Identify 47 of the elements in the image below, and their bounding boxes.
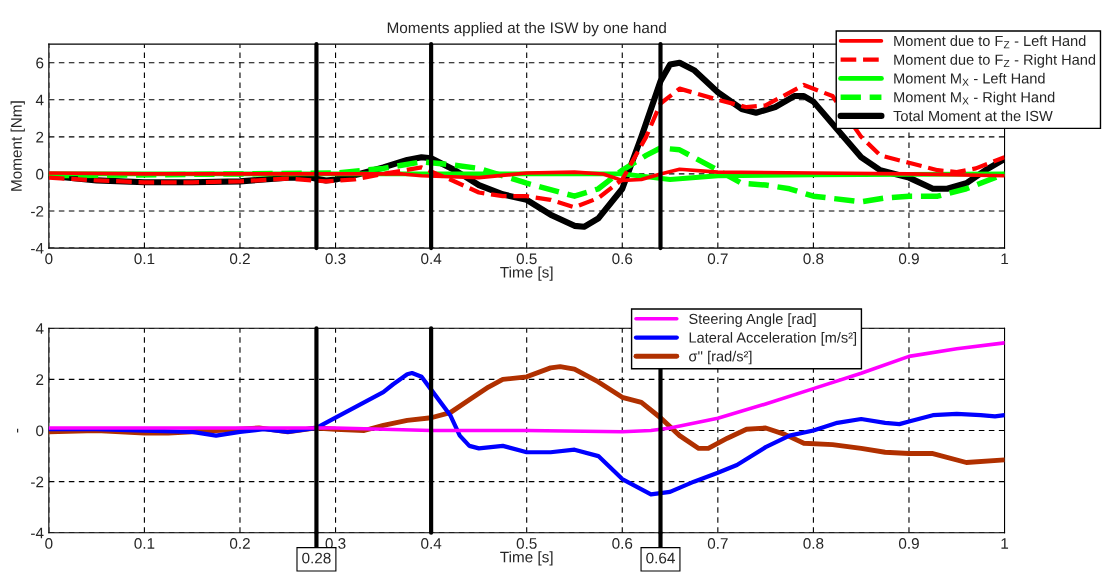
x-axis-title: Time [s] [500, 266, 553, 281]
legend-label: Moment due to F$_{Z}$ - Right Hand [894, 54, 1096, 68]
x-tick-label: 1 [1001, 538, 1009, 549]
y-axis-title: - [17, 428, 19, 433]
x-tick-label: 0.4 [421, 253, 442, 265]
x-tick-label: 0.8 [803, 253, 824, 265]
x-tick-label: 0.8 [803, 538, 824, 549]
x-tick-label: 0.5 [516, 253, 537, 265]
legend-label: σ'' [rad/s²] [689, 350, 752, 365]
y-tick-label: -4 [31, 527, 44, 539]
y-axis-title: Moment [Nm] [10, 101, 25, 191]
chart-title: Moments applied at the ISW by one hand [387, 21, 666, 37]
x-tick-label: 0 [45, 253, 53, 265]
y-tick-label: 6 [36, 57, 44, 69]
legend-label: Lateral Acceleration [m/s²] [689, 332, 857, 346]
y-tick-label: 0 [36, 425, 44, 437]
y-tick-label: 0 [36, 168, 44, 180]
x-tick-label: 0.9 [898, 538, 919, 549]
y-tick-label: 2 [36, 374, 44, 385]
x-tick-label: 0.7 [707, 538, 728, 549]
legend-label: Moment M$_{X}$ - Right Hand [894, 91, 1055, 106]
y-tick-label: -4 [31, 243, 44, 254]
x-axis-title: Time [s] [500, 551, 553, 566]
legend-label: Steering Angle [rad] [689, 313, 816, 327]
legend-label: Total Moment at the ISW [893, 110, 1053, 122]
y-tick-label: 4 [35, 323, 44, 334]
ref-line-label: 0.64 [646, 552, 675, 564]
x-tick-label: 0.4 [421, 538, 442, 549]
y-tick-label: -2 [31, 205, 44, 217]
ref-line-label: 0.28 [302, 552, 331, 564]
legend-label: Moment M$_{X}$ - Left Hand [894, 72, 1045, 86]
y-tick-label: 4 [35, 94, 44, 106]
x-tick-label: 0.5 [516, 538, 537, 549]
x-tick-label: 0.9 [898, 253, 919, 265]
y-tick-label: 2 [36, 131, 44, 143]
y-tick-label: -2 [31, 476, 44, 488]
x-tick-label: 0.2 [229, 253, 250, 265]
x-tick-label: 0.6 [612, 538, 633, 549]
x-tick-label: 0.2 [229, 538, 250, 549]
x-tick-label: 0.1 [134, 538, 155, 549]
x-tick-label: 0.1 [134, 253, 155, 265]
x-tick-label: 0 [45, 538, 53, 549]
x-tick-label: 1 [1001, 253, 1009, 265]
legend-label: Moment due to F$_{Z}$ - Left Hand [894, 35, 1086, 49]
x-tick-label: 0.3 [325, 253, 346, 265]
x-tick-label: 0.6 [612, 253, 633, 265]
x-tick-label: 0.7 [707, 253, 728, 265]
